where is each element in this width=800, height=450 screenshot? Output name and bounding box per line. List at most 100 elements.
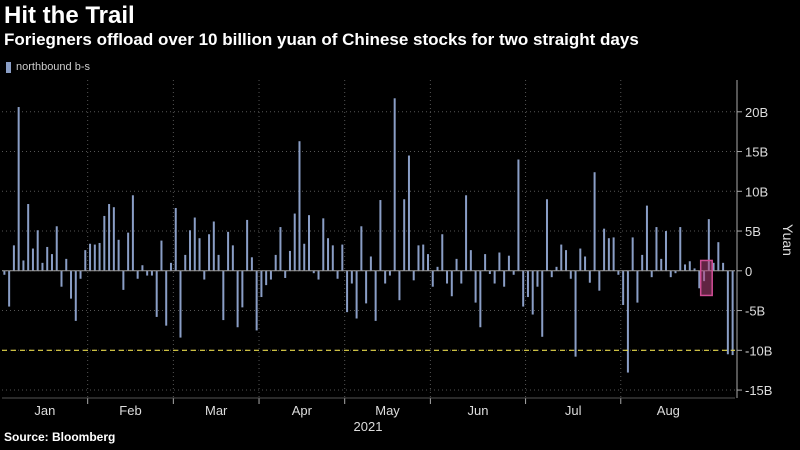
bar: [631, 237, 634, 271]
bar: [184, 254, 187, 271]
bar: [388, 270, 391, 276]
bar: [293, 213, 296, 271]
bar: [312, 270, 315, 274]
bar: [74, 270, 77, 321]
bar: [503, 270, 506, 287]
bar: [707, 219, 710, 271]
bar: [17, 107, 20, 271]
bar: [555, 266, 558, 271]
bar: [626, 270, 629, 373]
bar: [522, 270, 525, 307]
bar: [150, 270, 153, 276]
bar: [31, 248, 34, 271]
bar: [260, 270, 263, 298]
y-tick-label: -10B: [745, 343, 772, 358]
bar: [208, 234, 211, 271]
bar: [688, 261, 691, 271]
legend-label: northbound b-s: [16, 61, 90, 73]
bar: [65, 258, 68, 271]
bar: [236, 270, 239, 328]
bar: [89, 243, 92, 271]
bar: [484, 254, 487, 271]
bar: [403, 199, 406, 271]
bar: [446, 270, 449, 284]
bar: [712, 262, 715, 271]
bar: [288, 250, 291, 271]
bar: [308, 215, 311, 271]
bar: [341, 244, 344, 271]
bar: [136, 270, 139, 279]
bar: [327, 238, 330, 271]
bar: [155, 270, 158, 317]
overlays: [2, 259, 735, 351]
bar: [498, 252, 501, 271]
bar: [526, 270, 529, 298]
x-tick-label: Mar: [205, 403, 228, 418]
bar: [641, 254, 644, 271]
bar: [131, 195, 134, 271]
x-tick-label: May: [375, 403, 400, 418]
x-tick-label: Jun: [467, 403, 488, 418]
bar: [474, 270, 477, 303]
bar: [250, 257, 253, 271]
bar: [217, 254, 220, 271]
bar: [469, 250, 472, 271]
bar: [369, 256, 372, 271]
bar: [336, 270, 339, 279]
bar: [46, 246, 49, 271]
bar: [298, 141, 301, 271]
bar: [655, 227, 658, 271]
axes: 20B 15B 10B 5B 0 -5B -10B -15B Jan Feb Mar Apr May Ju…: [2, 80, 796, 434]
bar: [393, 98, 396, 271]
bar: [93, 244, 96, 271]
bar: [669, 270, 672, 278]
bar: [269, 270, 272, 280]
bar: [279, 227, 282, 271]
bar: [189, 230, 192, 271]
bar: [412, 270, 415, 281]
bar: [322, 218, 325, 271]
bar: [417, 245, 420, 271]
bar: [3, 270, 6, 275]
bar: [717, 242, 720, 271]
bar: [426, 254, 429, 271]
bar: [541, 270, 544, 337]
bar: [284, 270, 287, 278]
y-tick-label: 15B: [745, 145, 768, 160]
bar: [174, 207, 177, 271]
bar: [193, 217, 196, 271]
legend: northbound b-s: [6, 60, 90, 74]
bar: [146, 270, 149, 276]
bar: [588, 270, 591, 283]
bar: [441, 234, 444, 271]
bar: [70, 270, 73, 299]
bar: [346, 270, 349, 313]
bar: [617, 270, 620, 275]
highlight-box: [699, 259, 713, 297]
bar: [350, 270, 353, 284]
bar: [50, 254, 53, 271]
bar: [493, 270, 496, 284]
bar: [398, 270, 401, 301]
bar: [436, 266, 439, 271]
bar: [212, 221, 215, 271]
bar: [169, 262, 172, 271]
bar: [84, 250, 87, 271]
bar: [179, 270, 182, 338]
bar: [365, 270, 368, 304]
bar: [479, 270, 482, 328]
bar: [450, 270, 453, 297]
bar: [122, 270, 125, 290]
bar: [255, 270, 258, 331]
bar: [431, 270, 434, 287]
bar: [141, 265, 144, 271]
bar: [622, 270, 625, 305]
bar: [60, 270, 63, 287]
x-tick-label: Feb: [119, 403, 141, 418]
y-tick-label: 5B: [745, 224, 761, 239]
chart-subtitle: Foriegners offload over 10 billion yuan …: [4, 30, 639, 49]
bar: [545, 199, 548, 271]
bar: [41, 262, 44, 271]
bar: [246, 219, 249, 271]
bar: [550, 270, 553, 278]
